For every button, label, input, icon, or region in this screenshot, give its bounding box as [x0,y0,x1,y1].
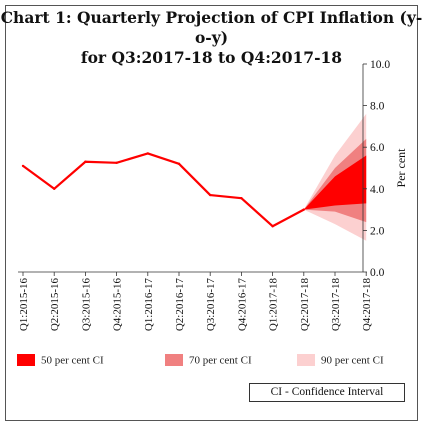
y-tick-label-3: 6.0 [370,142,385,154]
legend-item-ci50: 50 per cent CI [17,354,104,370]
fan-band-ci50 [303,155,367,210]
x-tick-label-7: Q4:2016-17 [236,278,248,332]
x-tick-label-5: Q2:2016-17 [174,278,186,332]
data-point-actual-7 [240,196,243,200]
x-tick-label-10: Q3:2017-18 [330,278,342,332]
x-tick-label-9: Q2:2017-18 [299,278,311,332]
x-tick-label-2: Q3:2015-16 [80,278,92,332]
x-tick-label-1: Q2:2015-16 [49,278,61,332]
data-point-actual-1 [53,187,56,190]
data-point-actual-5 [177,162,181,166]
chart-title-line1: Chart 1: Quarterly Projection of CPI Inf… [0,8,423,47]
chart-title-line2: for Q3:2017-18 to Q4:2017-18 [80,48,343,67]
legend-label-ci90: 90 per cent CI [321,354,384,367]
data-point-actual-6 [209,193,212,197]
ci-note: CI - Confidence Interval [249,383,405,402]
y-tick-label-4: 8.0 [370,101,385,113]
legend-label-ci50: 50 per cent CI [41,354,104,367]
data-point-actual-8 [271,225,274,228]
y-tick-label-2: 4.0 [370,184,385,196]
legend-swatch-ci90 [297,354,315,367]
legend-swatch-ci70 [165,354,183,367]
legend-swatch-ci50 [17,354,35,367]
x-tick-label-11: Q4:2017-18 [361,278,373,332]
x-tick-label-6: Q3:2016-17 [205,278,217,332]
x-tick-label-3: Q4:2015-16 [112,278,124,332]
y-tick-label-1: 2.0 [370,225,385,237]
y-tick-label-5: 10.0 [370,59,390,71]
data-point-actual-3 [115,161,118,164]
legend-label-ci70: 70 per cent CI [189,354,252,367]
x-tick-label-4: Q1:2016-17 [143,278,155,332]
data-point-actual-0 [21,164,25,168]
data-point-actual-9 [302,208,305,211]
y-tick-label-0: 0.0 [370,267,385,279]
legend-item-ci70: 70 per cent CI [165,354,252,370]
x-tick-label-8: Q1:2017-18 [268,278,280,332]
series-line-actual [22,152,305,228]
legend-item-ci90: 90 per cent CI [297,354,384,370]
data-point-actual-2 [84,160,87,163]
chart-frame [5,5,418,421]
data-point-actual-4 [146,152,149,155]
y-axis-label: Per cent [394,148,408,188]
chart-title: Chart 1: Quarterly Projection of CPI Inf… [0,8,423,68]
x-tick-label-0: Q1:2015-16 [18,278,30,332]
